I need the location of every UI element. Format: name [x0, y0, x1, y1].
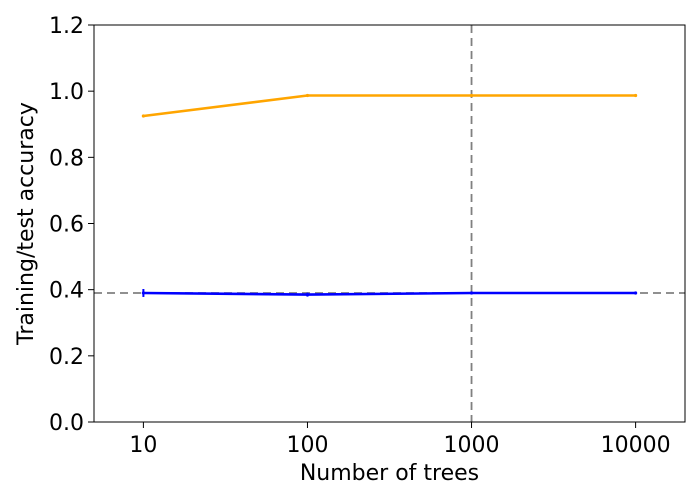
series-1-point	[469, 93, 474, 98]
series-1-point	[305, 93, 310, 98]
y-axis: 0.0 0.2 0.4 0.6 0.8 1.0 1.2	[49, 14, 94, 436]
y-tick-label: 0.2	[49, 345, 84, 370]
y-tick-label: 0.6	[49, 213, 84, 238]
x-tick-label: 10000	[601, 433, 671, 458]
series-layer	[141, 93, 638, 297]
y-tick-label: 1.0	[49, 80, 84, 105]
plot-frame	[93, 24, 686, 423]
x-axis: 10 100 1000 10000	[129, 422, 671, 458]
series-1-point	[634, 93, 638, 98]
y-tick-label: 1.2	[49, 14, 84, 39]
y-tick-label: 0.0	[49, 411, 84, 436]
series-2-point	[141, 291, 145, 295]
y-tick-label: 0.4	[49, 279, 84, 304]
x-tick-label: 100	[286, 433, 328, 458]
y-tick-label: 0.8	[49, 146, 84, 171]
series-2-point	[634, 291, 638, 295]
series-1-line	[143, 94, 636, 118]
y-axis-label: Training/test accuracy	[14, 102, 39, 346]
series-1-point	[141, 114, 145, 118]
series-2-line	[143, 291, 636, 296]
x-axis-label: Number of trees	[300, 461, 479, 486]
x-tick-label: 1000	[444, 433, 500, 458]
x-tick-label: 10	[129, 433, 157, 458]
reference-lines	[94, 25, 685, 422]
series-2-point	[469, 291, 474, 295]
series-2-point	[305, 293, 310, 297]
